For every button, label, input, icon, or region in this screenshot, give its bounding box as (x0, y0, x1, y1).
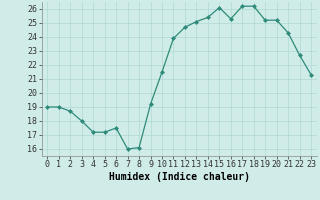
X-axis label: Humidex (Indice chaleur): Humidex (Indice chaleur) (109, 172, 250, 182)
